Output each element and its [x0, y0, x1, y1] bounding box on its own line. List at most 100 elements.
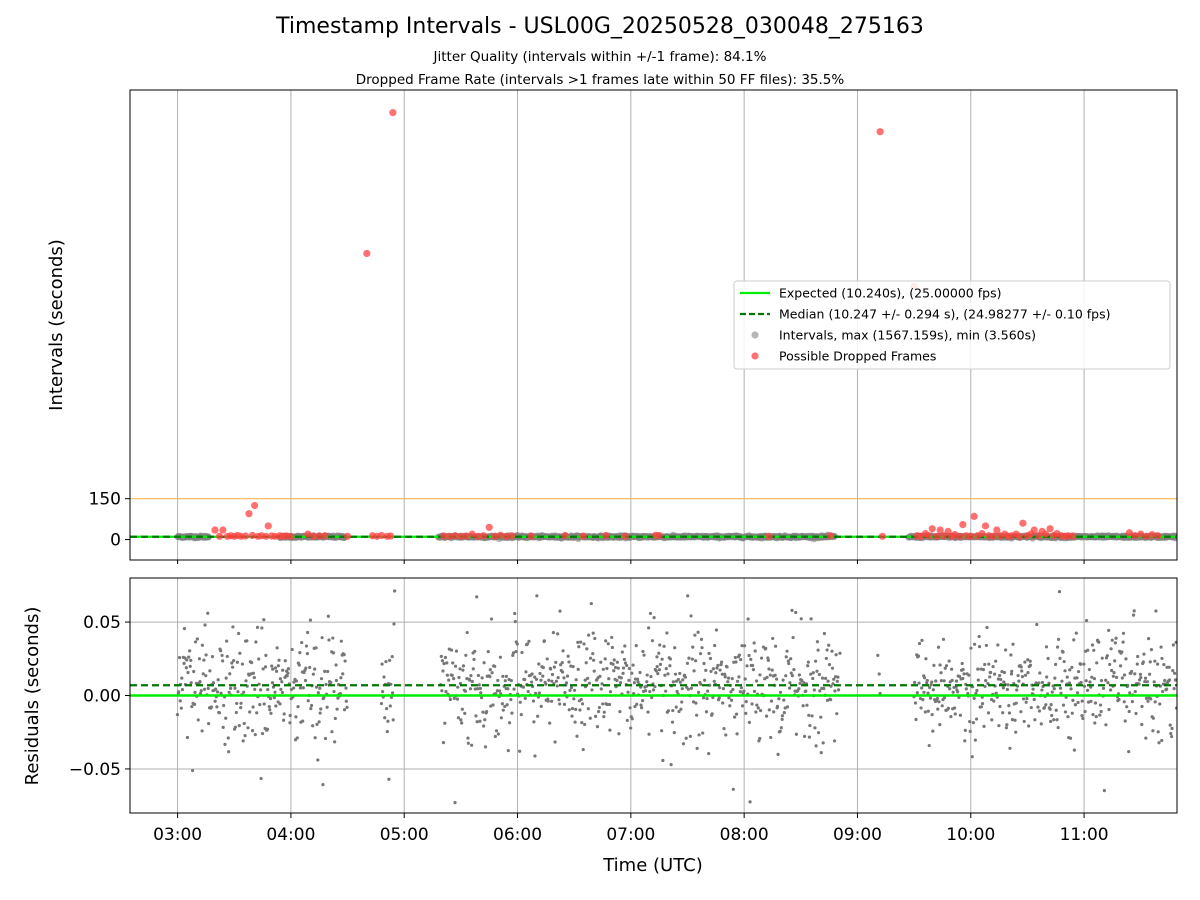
residual-point: [619, 676, 623, 680]
residual-point: [189, 681, 193, 685]
residual-point: [1052, 687, 1056, 691]
residual-point: [537, 691, 541, 695]
residual-point: [493, 734, 497, 739]
residual-point: [219, 691, 223, 695]
dropped-frame-point: [527, 532, 535, 540]
residual-point: [1089, 699, 1093, 703]
residual-point: [1001, 686, 1006, 690]
residual-point: [257, 682, 261, 686]
residual-point: [689, 686, 694, 690]
residual-point: [510, 711, 514, 715]
residual-point: [391, 718, 395, 722]
residual-point: [832, 739, 837, 743]
residual-point: [788, 681, 792, 685]
residual-point: [595, 725, 600, 729]
residual-point: [1009, 672, 1014, 676]
residual-point: [506, 687, 510, 691]
residual-point: [802, 734, 807, 738]
residual-point: [1020, 669, 1024, 673]
bottom-ylabel: Residuals (seconds): [22, 607, 43, 786]
residual-point: [1082, 684, 1087, 688]
top-axes-frame: [129, 89, 1178, 561]
residual-point: [1104, 723, 1108, 727]
residual-point: [780, 717, 784, 721]
residual-point: [251, 705, 255, 709]
residual-point: [227, 750, 231, 754]
residual-point: [747, 653, 751, 658]
residual-point: [477, 683, 481, 687]
residual-point: [179, 706, 183, 710]
residual-point: [300, 640, 304, 645]
residual-point: [1143, 679, 1147, 684]
residual-point: [309, 703, 314, 708]
residual-point: [237, 724, 241, 728]
residual-point: [323, 736, 328, 741]
residual-point: [1137, 682, 1141, 686]
residual-point: [726, 676, 731, 680]
residual-point: [380, 690, 385, 694]
residual-point: [622, 657, 626, 662]
residual-point: [498, 655, 502, 659]
dropped-frame-point: [1154, 532, 1162, 540]
residual-point: [231, 625, 235, 629]
residual-point: [239, 706, 243, 710]
residual-point: [635, 677, 640, 681]
residual-point: [827, 643, 831, 647]
residual-point: [1068, 668, 1072, 672]
residual-point: [1133, 690, 1137, 694]
residual-point: [808, 723, 812, 728]
residual-point: [493, 664, 497, 668]
residual-point: [1075, 676, 1079, 680]
residual-point: [1092, 676, 1096, 681]
residual-point: [625, 663, 629, 668]
residual-point: [601, 702, 605, 706]
residual-point: [1044, 703, 1048, 707]
dropped-frame-point: [978, 529, 986, 538]
residual-point: [185, 658, 189, 662]
residual-point: [763, 677, 767, 681]
residual-point: [379, 701, 384, 706]
residual-point: [756, 706, 760, 710]
residual-point: [1118, 664, 1123, 668]
residual-point: [452, 676, 456, 681]
residual-point: [188, 649, 192, 653]
residual-point: [518, 700, 522, 704]
residual-point: [518, 749, 522, 753]
residual-point: [810, 714, 814, 718]
residual-point: [797, 687, 801, 691]
residual-point: [694, 701, 698, 705]
dropped-frame-point: [993, 526, 1001, 534]
residual-point: [1151, 729, 1155, 733]
residual-point: [286, 671, 290, 675]
residual-point: [994, 659, 998, 663]
residual-point: [511, 651, 516, 655]
residual-point: [248, 710, 252, 714]
dropped-frame-point: [211, 526, 219, 534]
residual-point: [1142, 652, 1146, 656]
residual-point: [623, 661, 628, 665]
residual-point: [927, 743, 931, 748]
residual-point: [782, 698, 786, 702]
residual-point: [1061, 703, 1066, 707]
residual-point: [827, 663, 832, 667]
residual-point: [630, 671, 634, 675]
residual-point: [1022, 719, 1026, 724]
bottom-xlabel: Time (UTC): [602, 855, 703, 876]
residual-point: [580, 720, 584, 725]
residual-point: [1153, 700, 1157, 704]
residual-point: [618, 710, 622, 714]
residual-point: [715, 666, 719, 670]
residual-point: [714, 628, 719, 632]
residual-point: [969, 646, 973, 650]
residual-point: [699, 682, 703, 686]
residual-point: [308, 618, 313, 622]
residual-point: [735, 732, 739, 736]
residual-point: [655, 664, 659, 669]
residual-point: [200, 729, 204, 733]
residual-point: [456, 716, 461, 720]
residual-point: [835, 712, 839, 716]
residual-point: [693, 633, 697, 637]
residual-point: [1108, 662, 1112, 667]
residual-point: [534, 691, 538, 695]
residual-point: [926, 709, 930, 713]
